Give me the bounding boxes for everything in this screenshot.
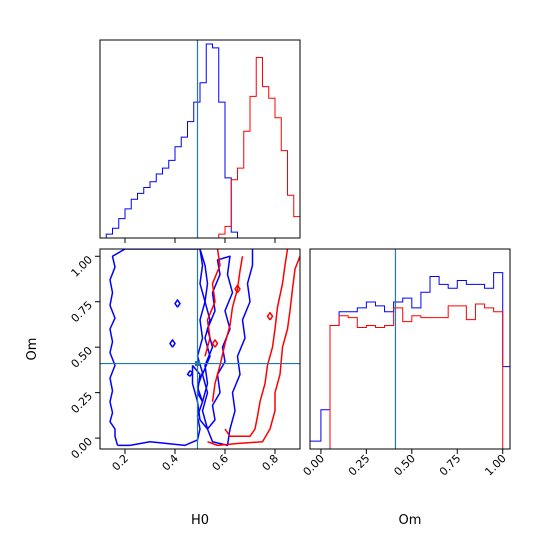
- contour-series-2-level-3: [204, 249, 221, 357]
- contour-xlabel: H0: [191, 513, 209, 528]
- histogram-h0-panel: [99, 39, 301, 243]
- contour-series-1-level-2: [186, 370, 194, 377]
- hist-om-xlabel: Om: [399, 513, 422, 528]
- hist-om-frame: [309, 248, 511, 450]
- hist-om-series-1: [309, 272, 511, 449]
- contour-series-1-level-3: [174, 299, 181, 308]
- hist-h0-frame: [99, 39, 301, 239]
- contour-series-2-level-1: [207, 255, 300, 447]
- contour-series-2-level-5: [211, 339, 219, 348]
- contour-truth-marker: [195, 361, 200, 367]
- hist-om-series-2: [310, 303, 510, 450]
- contour-frame: [99, 248, 301, 450]
- contour-series-2-level-6: [234, 284, 241, 294]
- contour-ylabel: Om: [25, 338, 40, 361]
- contour-series-2-level-4: [211, 256, 244, 402]
- contour-series-1-level-6: [191, 255, 234, 430]
- contour-series-2-level-7: [266, 311, 274, 321]
- contour-series-1-level-4: [169, 339, 176, 348]
- contour-series-2-level-2: [224, 249, 289, 438]
- contour-plot-area: [109, 249, 300, 447]
